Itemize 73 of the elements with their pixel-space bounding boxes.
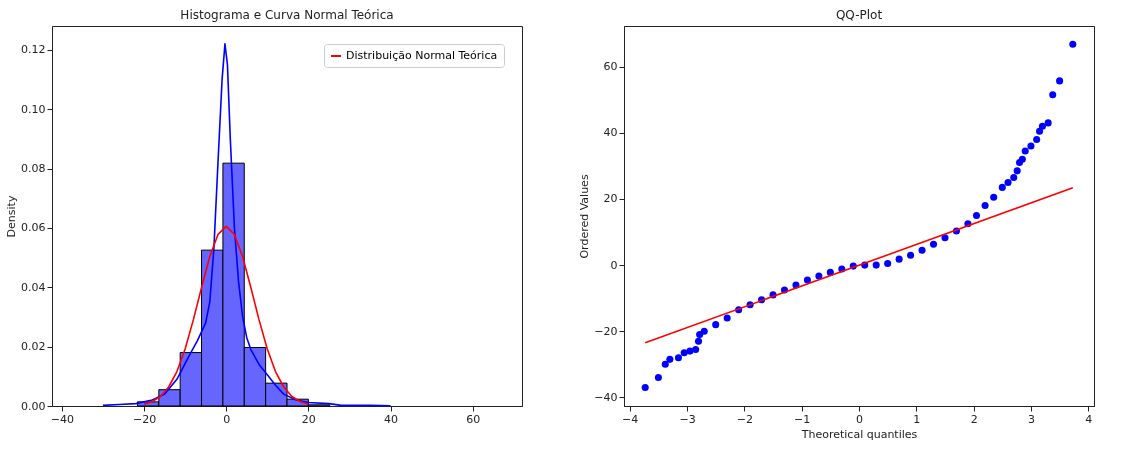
- point: [981, 202, 989, 210]
- x-tick-label: 3: [1027, 412, 1035, 426]
- y-tick-label: 40: [603, 126, 618, 140]
- point: [972, 211, 981, 220]
- y-tick-label: 0.12: [21, 43, 46, 57]
- point: [712, 321, 720, 329]
- y-tick-label: 0.10: [21, 102, 46, 116]
- point: [694, 337, 703, 345]
- chart-title: Histograma e Curva Normal Teórica: [180, 8, 394, 22]
- point: [696, 331, 704, 339]
- y-tick-label: −40: [594, 390, 618, 404]
- x-tick-label: −40: [50, 412, 74, 426]
- point: [803, 276, 811, 284]
- point: [666, 355, 674, 363]
- y-tick-label: 0: [610, 258, 618, 272]
- x-tick-label: 60: [466, 412, 481, 426]
- x-axis-title: Theoretical quantiles: [800, 427, 918, 441]
- point: [941, 234, 949, 242]
- point: [692, 345, 700, 353]
- point: [1056, 77, 1064, 85]
- x-tick-label: −4: [622, 412, 639, 426]
- point: [700, 327, 708, 335]
- point: [674, 354, 682, 362]
- point: [1021, 147, 1029, 155]
- y-tick-label: 20: [603, 192, 618, 206]
- point: [1069, 40, 1077, 48]
- x-tick-label: −3: [679, 412, 696, 426]
- point: [1004, 178, 1012, 186]
- x-tick-label: 2: [970, 412, 978, 426]
- point: [884, 259, 892, 267]
- x-tick-label: 1: [913, 412, 921, 426]
- legend-label: Distribuição Normal Teórica: [346, 49, 498, 62]
- y-axis-title: Ordered Values: [578, 174, 592, 259]
- point: [815, 272, 823, 280]
- point: [1027, 142, 1035, 150]
- point: [1010, 173, 1018, 181]
- point: [661, 360, 669, 368]
- point: [826, 268, 834, 276]
- point: [723, 314, 731, 322]
- point: [641, 383, 649, 392]
- x-tick-label: 20: [301, 412, 316, 426]
- point: [680, 349, 688, 357]
- point: [1018, 155, 1026, 163]
- point: [918, 246, 926, 254]
- point: [998, 183, 1006, 191]
- y-tick-label: 0.02: [21, 340, 46, 354]
- x-tick-label: −1: [794, 412, 811, 426]
- x-tick-label: −2: [736, 412, 753, 426]
- y-axis-title: Density: [5, 195, 19, 238]
- y-tick-label: 0.04: [21, 280, 46, 294]
- point: [1038, 122, 1046, 130]
- y-tick-label: 0.06: [21, 221, 46, 235]
- point: [872, 261, 880, 269]
- x-tick-label: −20: [132, 412, 157, 426]
- x-tick-label: 0: [223, 412, 231, 426]
- point: [1044, 119, 1052, 127]
- y-tick-label: 0.00: [21, 399, 46, 413]
- point: [1033, 135, 1041, 143]
- point: [990, 193, 998, 201]
- point: [1013, 167, 1021, 175]
- x-tick-label: 0: [856, 412, 863, 426]
- point: [1049, 91, 1057, 99]
- y-tick-label: 60: [603, 60, 618, 74]
- x-tick-label: 40: [384, 412, 399, 426]
- point: [907, 251, 915, 259]
- point: [654, 374, 662, 382]
- point: [929, 240, 938, 248]
- x-tick-label: 4: [1085, 412, 1093, 426]
- point: [895, 255, 903, 263]
- chart-title: QQ-Plot: [835, 8, 883, 22]
- y-tick-label: 0.08: [21, 162, 46, 175]
- point: [1036, 127, 1044, 135]
- y-tick-label: −20: [594, 324, 618, 338]
